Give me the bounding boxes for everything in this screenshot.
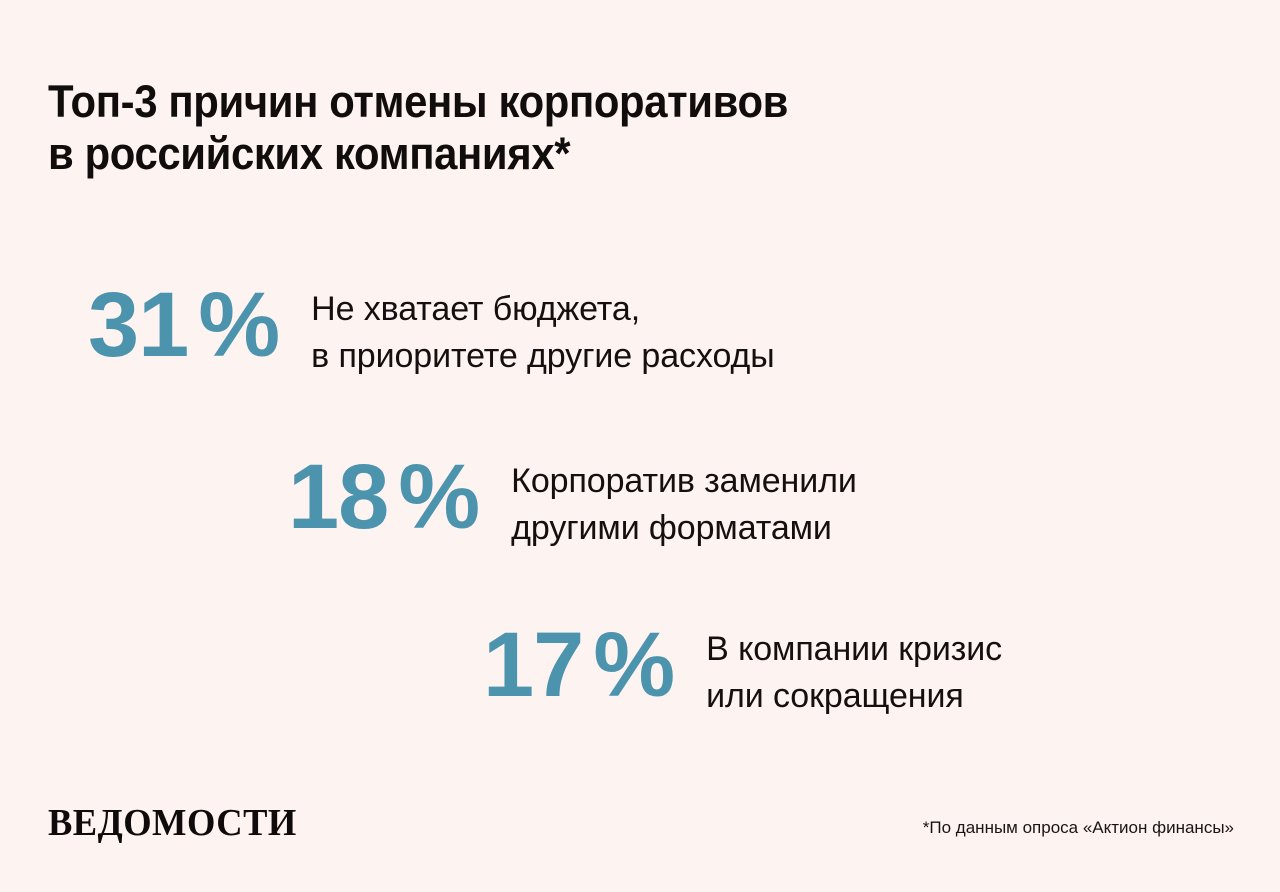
stat-label: Корпоратив заменили другими форматами bbox=[511, 462, 857, 547]
stat-label: Не хватает бюджета, в приоритете другие … bbox=[311, 290, 775, 375]
vedomosti-logo: ВЕДОМОСТИ bbox=[48, 802, 297, 844]
percent-sign: % bbox=[398, 446, 480, 548]
stat-value: 18% bbox=[288, 446, 480, 548]
stat-number: 31 bbox=[88, 274, 189, 376]
stat-value: 17% bbox=[483, 614, 675, 716]
stat-row: 18% Корпоратив заменили другими форматам… bbox=[288, 449, 857, 552]
source-footnote: *По данным опроса «Актион финансы» bbox=[922, 818, 1234, 837]
percent-sign: % bbox=[593, 614, 675, 716]
percent-sign: % bbox=[198, 274, 280, 376]
stat-label: В компании кризис или сокращения bbox=[706, 630, 1003, 715]
stat-number: 17 bbox=[483, 614, 584, 716]
stat-value: 31% bbox=[88, 274, 280, 376]
stat-row: 17% В компании кризис или сокращения bbox=[483, 617, 1002, 720]
stat-number: 18 bbox=[288, 446, 389, 548]
page-title: Топ-3 причин отмены корпоративов в росси… bbox=[48, 76, 788, 180]
stat-row: 31% Не хватает бюджета, в приоритете дру… bbox=[88, 277, 775, 380]
